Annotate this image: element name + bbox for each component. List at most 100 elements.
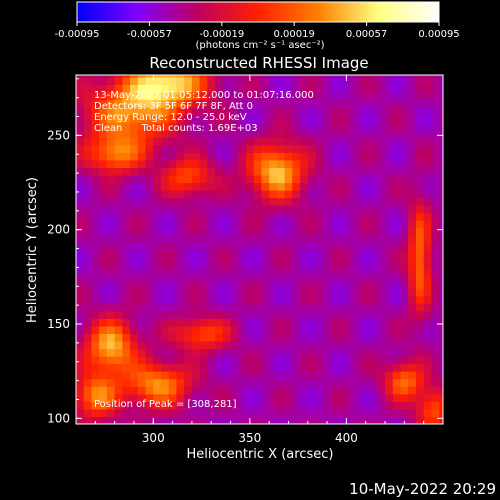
heatmap-pixel <box>145 152 154 161</box>
heatmap-pixel <box>369 129 378 138</box>
heatmap-pixel <box>315 205 324 214</box>
heatmap-pixel <box>439 303 443 312</box>
heatmap-pixel <box>431 99 440 108</box>
heatmap-pixel <box>385 288 394 297</box>
heatmap-pixel <box>222 341 232 350</box>
heatmap-pixel <box>331 273 340 282</box>
heatmap-pixel <box>176 220 185 229</box>
heatmap-pixel <box>76 242 85 251</box>
heatmap-pixel <box>114 378 123 387</box>
heatmap-pixel <box>83 242 92 251</box>
colorbar-tick-label: -0.00057 <box>127 29 172 40</box>
heatmap-pixel <box>153 122 162 131</box>
heatmap-pixel <box>300 393 309 402</box>
heatmap-pixel <box>369 273 378 282</box>
heatmap-pixel <box>83 356 92 365</box>
heatmap-pixel <box>137 386 147 395</box>
heatmap-pixel <box>199 235 208 244</box>
heatmap-pixel <box>307 363 317 372</box>
heatmap-pixel <box>416 114 425 123</box>
heatmap-pixel <box>284 190 293 199</box>
heatmap-pixel <box>331 137 340 146</box>
heatmap-pixel <box>385 378 394 387</box>
heatmap-pixel <box>253 401 262 410</box>
heatmap-pixel <box>215 341 224 350</box>
heatmap-pixel <box>400 295 409 304</box>
heatmap-pixel <box>338 386 347 395</box>
heatmap-pixel <box>83 303 92 312</box>
heatmap-pixel <box>106 333 116 342</box>
heatmap-pixel <box>145 386 154 395</box>
heatmap-pixel <box>361 325 371 334</box>
heatmap-pixel <box>300 220 309 229</box>
heatmap-pixel <box>261 144 270 153</box>
heatmap-pixel <box>184 273 193 282</box>
heatmap-pixel <box>300 363 309 372</box>
heatmap-pixel <box>184 182 193 191</box>
heatmap-pixel <box>346 273 355 282</box>
heatmap-pixel <box>184 167 193 176</box>
heatmap-pixel <box>300 92 309 101</box>
heatmap-pixel <box>145 295 154 304</box>
heatmap-pixel <box>145 258 154 267</box>
heatmap-pixel <box>199 371 208 380</box>
heatmap-pixel <box>431 212 440 221</box>
heatmap-pixel <box>377 75 386 78</box>
heatmap-pixel <box>76 393 85 402</box>
heatmap-pixel <box>168 393 177 402</box>
heatmap-pixel <box>145 99 154 108</box>
heatmap-pixel <box>207 356 216 365</box>
heatmap-pixel <box>284 356 293 365</box>
heatmap-pixel <box>122 235 131 244</box>
x-tick-label: 400 <box>335 431 358 445</box>
heatmap-pixel <box>323 175 332 184</box>
heatmap-pixel <box>76 356 85 365</box>
heatmap-pixel <box>338 137 347 146</box>
heatmap-pixel <box>246 227 255 236</box>
heatmap-pixel <box>284 137 293 146</box>
heatmap-pixel <box>191 107 201 116</box>
heatmap-pixel <box>137 363 147 372</box>
heatmap-pixel <box>207 175 216 184</box>
heatmap-pixel <box>176 303 185 312</box>
heatmap-pixel <box>238 167 247 176</box>
heatmap-pixel <box>76 401 85 410</box>
heatmap-pixel <box>300 401 309 410</box>
heatmap-pixel <box>331 416 340 424</box>
heatmap-pixel <box>369 280 378 289</box>
heatmap-pixel <box>377 190 386 199</box>
heatmap-pixel <box>230 152 239 161</box>
heatmap-pixel <box>331 235 340 244</box>
heatmap-pixel <box>284 408 293 417</box>
heatmap-pixel <box>130 393 139 402</box>
heatmap-pixel <box>346 159 355 168</box>
heatmap-pixel <box>377 386 386 395</box>
heatmap-pixel <box>346 325 355 334</box>
heatmap-image <box>76 75 443 424</box>
heatmap-pixel <box>191 175 201 184</box>
heatmap-pixel <box>114 197 123 206</box>
heatmap-pixel <box>238 416 247 424</box>
heatmap-pixel <box>292 288 301 297</box>
heatmap-pixel <box>83 408 92 417</box>
heatmap-pixel <box>300 129 309 138</box>
heatmap-pixel <box>331 341 340 350</box>
heatmap-pixel <box>253 318 262 327</box>
heatmap-pixel <box>338 197 347 206</box>
heatmap-pixel <box>431 242 440 251</box>
heatmap-pixel <box>222 378 232 387</box>
heatmap-pixel <box>168 137 177 146</box>
heatmap-pixel <box>122 76 131 85</box>
heatmap-pixel <box>315 99 324 108</box>
heatmap-pixel <box>238 129 247 138</box>
heatmap-pixel <box>307 265 317 274</box>
heatmap-pixel <box>323 107 332 116</box>
heatmap-pixel <box>361 144 371 153</box>
heatmap-pixel <box>83 333 92 342</box>
heatmap-pixel <box>361 227 371 236</box>
heatmap-pixel <box>361 273 371 282</box>
heatmap-pixel <box>83 75 92 78</box>
heatmap-pixel <box>416 371 425 380</box>
heatmap-pixel <box>76 197 85 206</box>
heatmap-pixel <box>76 280 85 289</box>
